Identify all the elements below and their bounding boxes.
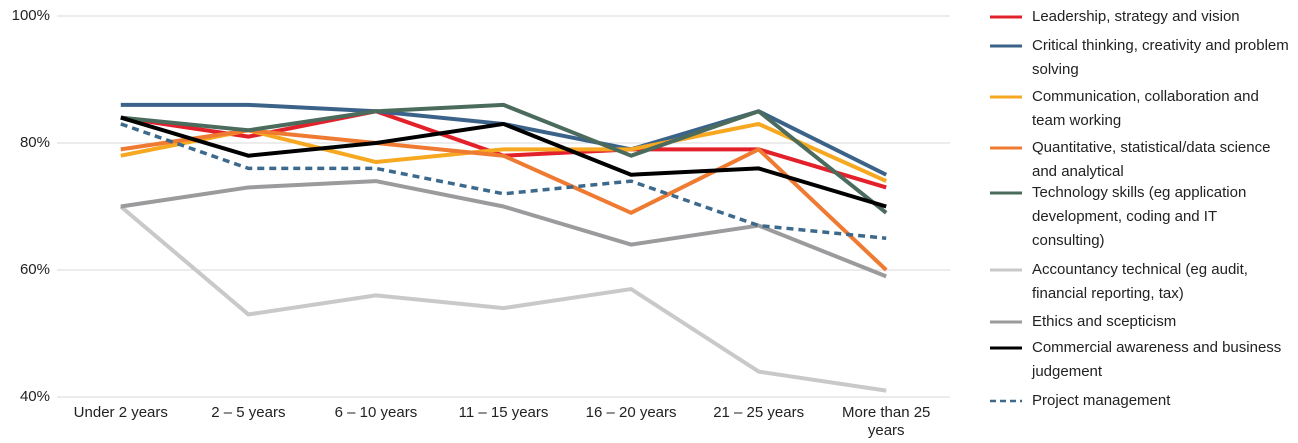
legend-swatch (990, 399, 1022, 403)
legend-item: Leadership, strategy and vision (990, 5, 1290, 29)
series-line (119, 204, 887, 393)
x-tick-label: 6 – 10 years (334, 404, 418, 421)
x-tick-label: 16 – 20 years (585, 404, 677, 421)
x-tick-label: 11 – 15 years (458, 404, 549, 421)
legend-label: Project management (1032, 392, 1171, 409)
legend-label: Accountancy technical (eg audit, financi… (1032, 261, 1248, 302)
legend-swatch (990, 320, 1022, 324)
legend-item: Critical thinking, creativity and proble… (990, 34, 1290, 82)
legend-label: Critical thinking, creativity and proble… (1032, 37, 1289, 78)
legend-item: Ethics and scepticism (990, 310, 1290, 334)
y-tick-label: 40% (20, 388, 50, 405)
legend-item: Quantitative, statistical/data science a… (990, 136, 1290, 184)
legend-swatch (990, 15, 1022, 19)
legend-item: Project management (990, 389, 1290, 413)
legend-swatch (990, 146, 1022, 150)
series-line (120, 115, 887, 209)
legend-item: Communication, collaboration and team wo… (990, 85, 1290, 133)
legend-swatch (990, 191, 1022, 195)
legend-item: Technology skills (eg application develo… (990, 181, 1290, 253)
series-line (120, 122, 887, 240)
legend-item: Accountancy technical (eg audit, financi… (990, 258, 1290, 306)
legend-swatch (990, 346, 1022, 350)
x-tick-label: More than 25 years (842, 404, 931, 439)
series-line (120, 102, 888, 215)
y-tick-label: 60% (20, 261, 50, 278)
legend-label: Quantitative, statistical/data science a… (1032, 139, 1271, 180)
x-tick-label: 21 – 25 years (713, 404, 805, 421)
legend-swatch (990, 95, 1022, 99)
legend-swatch (990, 44, 1022, 48)
legend-label: Technology skills (eg application develo… (1032, 184, 1247, 249)
x-tick-label: Under 2 years (73, 404, 168, 421)
legend-swatch (990, 268, 1022, 272)
series-line (120, 179, 887, 279)
legend-item: Commercial awareness and business judgem… (990, 336, 1290, 384)
legend-label: Commercial awareness and business judgem… (1032, 339, 1282, 380)
x-tick-label: 2 – 5 years (211, 404, 286, 421)
y-tick-label: 80% (20, 134, 50, 151)
y-tick-label: 100% (12, 7, 50, 24)
legend-label: Communication, collaboration and team wo… (1032, 88, 1259, 129)
legend-label: Ethics and scepticism (1032, 313, 1177, 330)
legend-label: Leadership, strategy and vision (1032, 8, 1240, 25)
